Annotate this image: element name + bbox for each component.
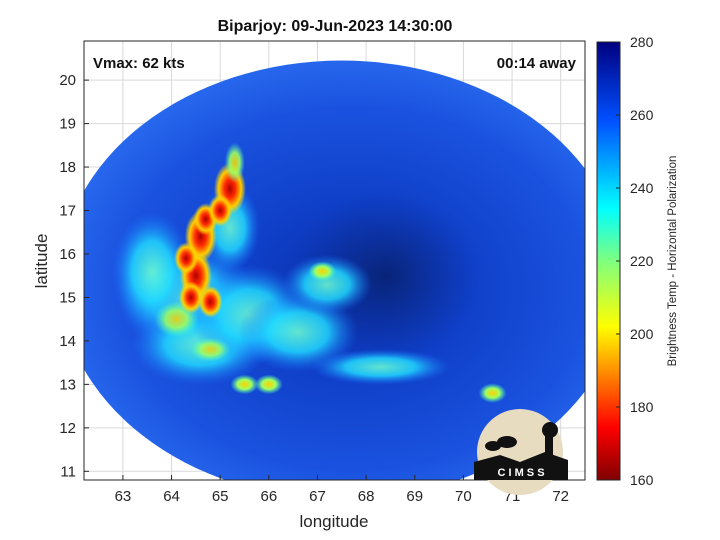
colorbar: 280 260 240 220 200 180 160 Brightness Temp - … bbox=[596, 34, 679, 488]
y-tick-label: 17 bbox=[59, 203, 76, 220]
y-tick-label: 12 bbox=[59, 420, 76, 437]
x-tick-label: 66 bbox=[260, 488, 277, 505]
colorbar-tick-label: 160 bbox=[630, 472, 654, 488]
convective-cell bbox=[198, 285, 223, 318]
warm-region bbox=[310, 348, 451, 385]
convective-cell bbox=[308, 261, 337, 282]
x-tick-label: 64 bbox=[163, 488, 180, 505]
cimss-logo: C I M S S bbox=[474, 409, 568, 495]
x-tick-label: 67 bbox=[309, 488, 326, 505]
axes-frame bbox=[83, 40, 586, 481]
convective-cell bbox=[179, 281, 204, 314]
y-tick-label: 15 bbox=[59, 289, 76, 306]
y-tick-label: 13 bbox=[59, 376, 76, 393]
x-axis-label: longitude bbox=[299, 512, 368, 531]
y-tick-label: 16 bbox=[59, 246, 76, 263]
warm-region bbox=[112, 211, 193, 332]
colorbar-tick-label: 240 bbox=[630, 180, 654, 196]
x-tick-label: 65 bbox=[212, 488, 229, 505]
convective-cell bbox=[478, 383, 507, 403]
x-tick-label: 69 bbox=[406, 488, 423, 505]
colorbar-tick-label: 220 bbox=[630, 253, 654, 269]
y-tick-label: 18 bbox=[59, 159, 76, 176]
y-tick-label: 20 bbox=[59, 72, 76, 89]
swath-image bbox=[84, 60, 585, 480]
x-tick-label: 70 bbox=[455, 488, 472, 505]
x-tick-label: 63 bbox=[115, 488, 132, 505]
colorbar-ticks: 280 260 240 220 200 180 160 bbox=[616, 34, 654, 488]
colorbar-tick-label: 200 bbox=[630, 326, 654, 342]
colorbar-tick-label: 260 bbox=[630, 107, 654, 123]
convective-cell bbox=[254, 374, 283, 395]
convective-cell bbox=[230, 374, 259, 395]
colorbar-tick-label: 280 bbox=[630, 34, 654, 50]
y-tick-label: 14 bbox=[59, 333, 76, 350]
chart-title: Biparjoy: 09-Jun-2023 14:30:00 bbox=[218, 18, 453, 35]
colorbar-tick-label: 180 bbox=[630, 399, 654, 415]
convective-cell bbox=[208, 194, 233, 227]
logo-text: C I M S S bbox=[497, 467, 544, 479]
x-tick-label: 68 bbox=[358, 488, 375, 505]
time-away-label: 00:14 away bbox=[497, 55, 577, 72]
convective-cell bbox=[174, 242, 199, 275]
y-tick-label: 11 bbox=[60, 463, 76, 480]
warm-region bbox=[190, 337, 231, 362]
plot-area: 63 64 65 66 67 68 69 70 71 72 1112131415161718192… bbox=[59, 40, 586, 505]
y-tick-label: 19 bbox=[59, 116, 76, 133]
y-axis-ticks: 11 12 13 14 15 16 17 18 19 20 bbox=[59, 72, 89, 480]
x-tick-label: 72 bbox=[552, 488, 569, 505]
convective-cell bbox=[224, 142, 245, 183]
vmax-label: Vmax: 62 kts bbox=[93, 55, 185, 72]
warm-region bbox=[282, 254, 373, 315]
y-axis-label: latitude bbox=[32, 234, 51, 289]
colorbar-label: Brightness Temp - Horizontal Polarizatio… bbox=[667, 156, 679, 367]
